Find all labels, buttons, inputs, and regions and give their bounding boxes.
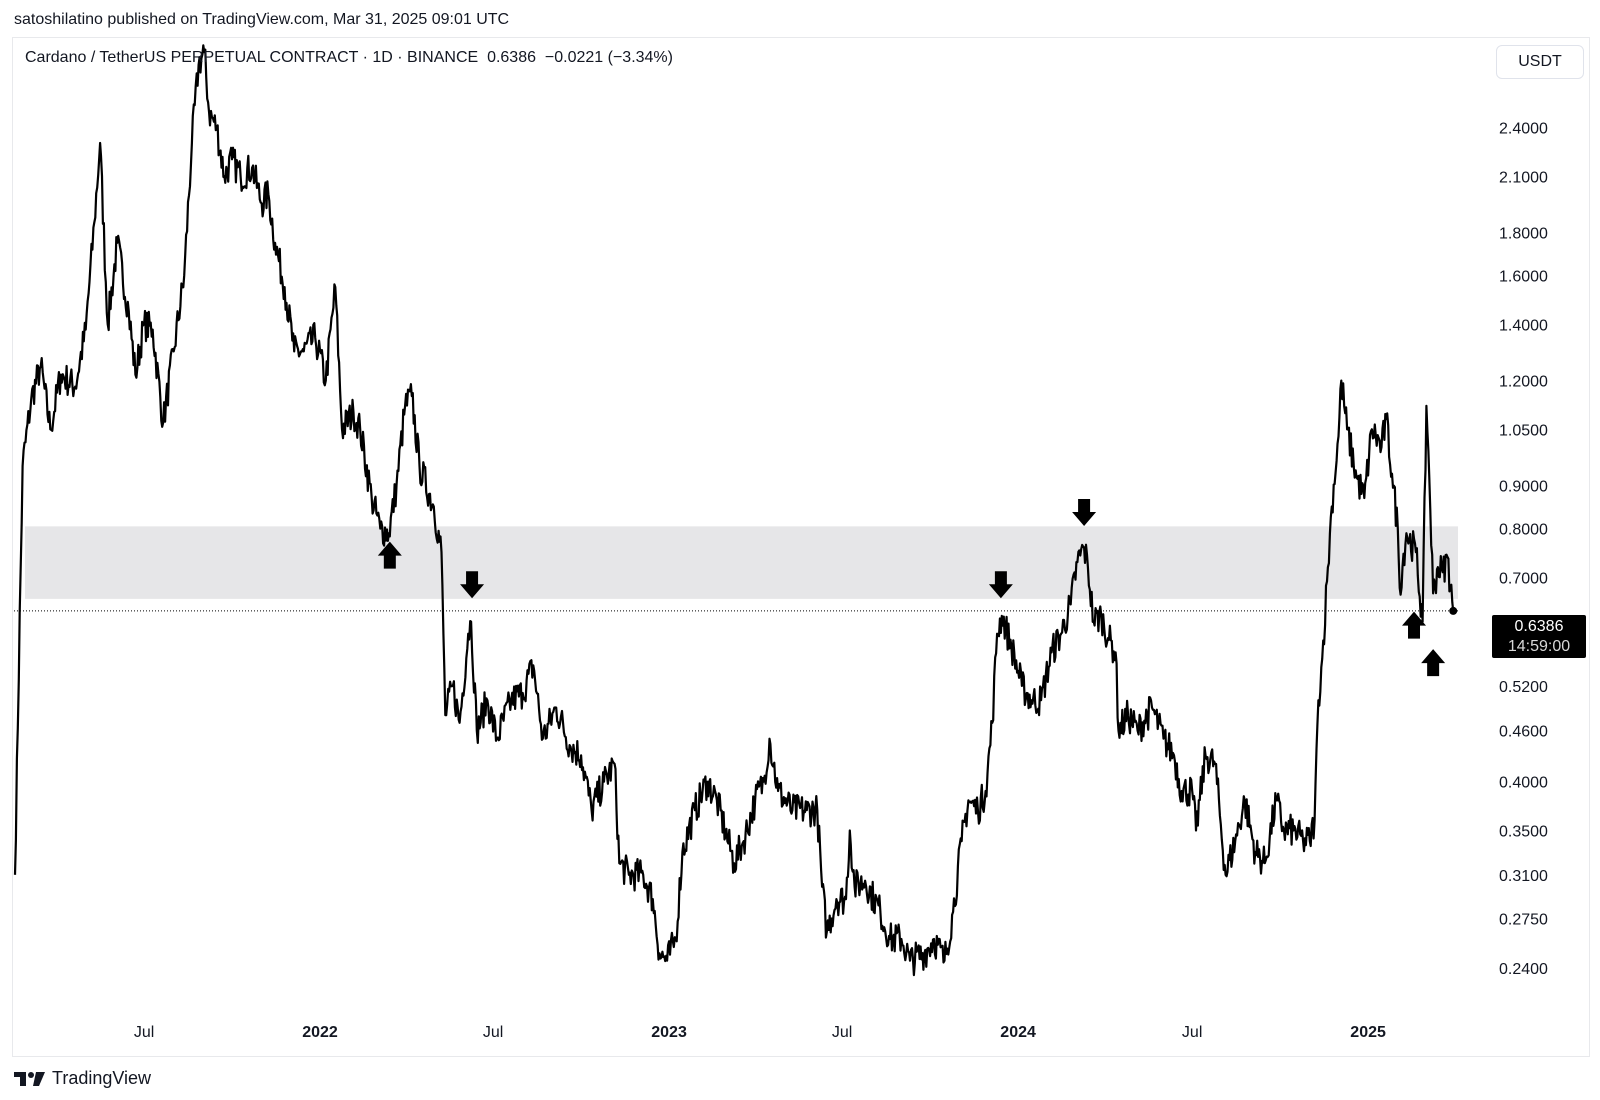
currency-button[interactable]: USDT [1496, 45, 1584, 79]
y-tick-label: 0.2750 [1499, 912, 1548, 929]
y-tick-label: 2.4000 [1499, 121, 1548, 138]
tradingview-logo-icon [14, 1071, 45, 1086]
tradingview-logo[interactable]: TradingView [14, 1068, 151, 1089]
x-tick-label: Jul [1182, 1024, 1202, 1041]
y-tick-label: 1.4000 [1499, 317, 1548, 334]
last-price: 0.6386 [487, 49, 536, 66]
price-badge-value: 0.6386 [1514, 618, 1564, 635]
symbol-title: Cardano / TetherUS PERPETUAL CONTRACT · … [25, 49, 479, 66]
x-tick-label: Jul [832, 1024, 852, 1041]
x-tick-label: Jul [134, 1024, 154, 1041]
y-tick-label: 0.3500 [1499, 823, 1548, 840]
x-tick-label: 2022 [302, 1024, 338, 1041]
price-change: −0.0221 (−3.34%) [544, 49, 673, 66]
y-tick-label: 0.7000 [1499, 570, 1548, 587]
y-tick-label: 2.1000 [1499, 169, 1548, 186]
x-tick-label: 2023 [651, 1024, 687, 1041]
arrow-up-icon [1421, 649, 1446, 677]
y-tick-label: 1.8000 [1499, 226, 1548, 243]
arrow-up-icon [377, 541, 402, 569]
y-tick-label: 0.4600 [1499, 724, 1548, 741]
y-tick-label: 0.2400 [1499, 961, 1548, 978]
y-tick-label: 0.3100 [1499, 868, 1548, 885]
symbol-title-line: Cardano / TetherUS PERPETUAL CONTRACT · … [25, 49, 673, 67]
arrow-down-icon [1072, 499, 1097, 527]
price-badge-countdown: 14:59:00 [1507, 638, 1571, 655]
y-tick-label: 0.5200 [1499, 679, 1548, 696]
x-tick-label: 2024 [1000, 1024, 1036, 1041]
y-tick-label: 0.4000 [1499, 775, 1548, 792]
y-tick-label: 1.6000 [1499, 269, 1548, 286]
publish-info: satoshilatino published on TradingView.c… [14, 11, 510, 28]
arrow-up-icon [1402, 611, 1427, 639]
support-zone [25, 526, 1458, 599]
y-tick-label: 1.0500 [1499, 422, 1548, 439]
y-tick-label: 1.2000 [1499, 374, 1548, 391]
x-tick-label: 2025 [1350, 1024, 1386, 1041]
arrow-down-icon [460, 571, 485, 599]
chart-frame [12, 37, 1590, 1057]
tradingview-brand: TradingView [52, 1068, 152, 1088]
price-badge: 0.6386 14:59:00 [1492, 615, 1586, 658]
arrow-down-icon [988, 571, 1013, 599]
y-tick-label: 0.9000 [1499, 479, 1548, 496]
price-series-line [13, 44, 1455, 977]
last-price-dot [1449, 606, 1458, 615]
x-tick-label: Jul [483, 1024, 503, 1041]
y-tick-label: 0.8000 [1499, 522, 1548, 539]
